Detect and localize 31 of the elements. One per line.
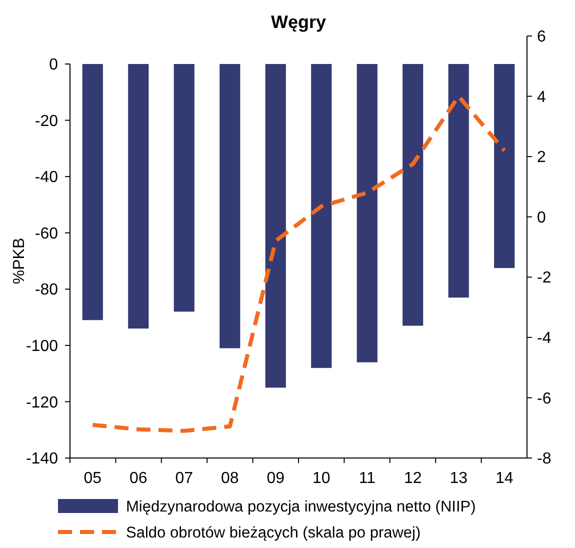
y-tick-label: -100: [26, 338, 58, 356]
x-tick-label: 14: [495, 470, 514, 487]
x-tick-label: 12: [404, 470, 422, 487]
y2-tick-label: 0: [537, 209, 546, 226]
y-tick-label: 0: [49, 56, 58, 74]
y2-tick-label: 6: [537, 28, 546, 46]
x-tick-label: 08: [220, 470, 239, 487]
legend-label: Międzynarodowa pozycja inwestycyjna netto (NIIP): [126, 498, 476, 516]
x-tick-label: 11: [358, 470, 376, 487]
x-tick-label: 06: [129, 470, 148, 487]
y2-tick-label: -4: [537, 330, 552, 348]
x-tick-label: 09: [266, 470, 285, 487]
y2-tick-label: -8: [537, 450, 552, 468]
x-tick-label: 07: [175, 470, 194, 487]
legend-label: Saldo obrotów bieżących (skala po prawej): [126, 524, 421, 542]
x-tick-label: 05: [84, 470, 102, 487]
y2-tick-label: 2: [537, 149, 546, 166]
y2-tick-label: -2: [537, 270, 552, 287]
y2-tick-label: -6: [537, 390, 552, 408]
line-series: [90, 94, 506, 433]
y-tick-label: -140: [26, 450, 58, 468]
y-tick-label: -80: [34, 282, 58, 299]
x-tick-label: 10: [312, 470, 330, 487]
y-tick-label: -20: [34, 112, 58, 130]
y-tick-label: -120: [26, 394, 58, 412]
y-tick-label: -40: [34, 169, 58, 186]
x-tick-label: 13: [450, 470, 468, 487]
y2-tick-label: 4: [537, 88, 546, 106]
y-axis-title: %PKB: [11, 238, 28, 284]
chart-title: Węgry: [270, 12, 326, 32]
y-tick-label: -60: [34, 225, 58, 242]
